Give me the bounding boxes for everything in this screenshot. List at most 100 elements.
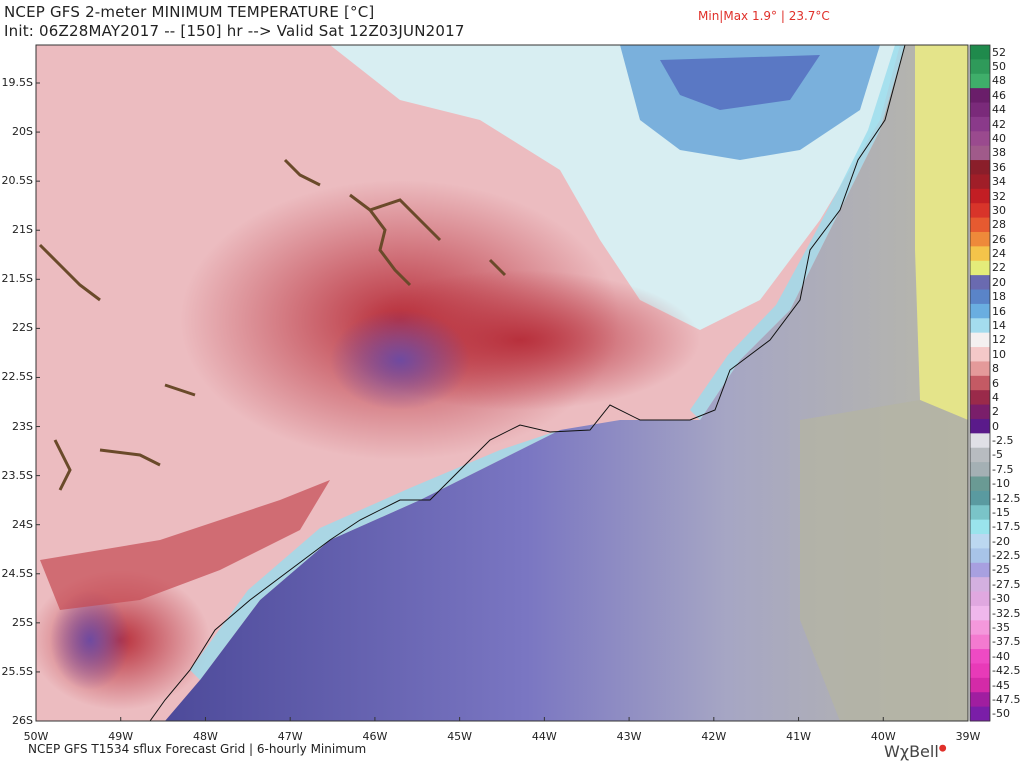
lon-label: 46W bbox=[362, 730, 388, 743]
colorbar-label: 34 bbox=[992, 175, 1006, 189]
colorbar-label: 38 bbox=[992, 146, 1006, 160]
colorbar-swatch bbox=[970, 663, 990, 679]
colorbar-swatch bbox=[970, 231, 990, 247]
reservoir-northwest bbox=[283, 158, 321, 187]
reservoir-north bbox=[349, 193, 442, 287]
colorbar-label: 22 bbox=[992, 261, 1006, 275]
colorbar-swatch bbox=[970, 390, 990, 406]
lat-label: 24S bbox=[12, 517, 33, 531]
lon-label: 40W bbox=[870, 730, 896, 743]
colorbar-swatch bbox=[970, 476, 990, 492]
lon-label: 49W bbox=[108, 730, 134, 743]
lat-label: 25S bbox=[12, 615, 33, 629]
colorbar-swatch bbox=[970, 591, 990, 607]
purple-cell-center bbox=[330, 310, 470, 410]
colorbar-label: -15 bbox=[992, 505, 1010, 519]
colorbar-swatch bbox=[970, 462, 990, 477]
colorbar-swatch bbox=[970, 145, 990, 161]
min-max-readout: Min|Max 1.9° | 23.7°C bbox=[698, 9, 830, 23]
lat-label: 26S bbox=[12, 714, 33, 727]
lon-label: 44W bbox=[531, 730, 557, 743]
colorbar-label: 6 bbox=[992, 376, 999, 390]
colorbar-swatch bbox=[970, 332, 990, 348]
colorbar-label: 12 bbox=[992, 333, 1006, 347]
colorbar-label: -12.5 bbox=[992, 491, 1021, 505]
colorbar-label: -25 bbox=[992, 563, 1010, 577]
lat-label: 24.5S bbox=[1, 566, 33, 580]
reservoir-west bbox=[38, 243, 101, 302]
init-valid-line: Init: 06Z28MAY2017 -- [150] hr --> Valid… bbox=[4, 22, 465, 40]
lat-label: 23.5S bbox=[1, 468, 33, 482]
colorbar-label: 0 bbox=[992, 419, 999, 433]
colorbar-label: -40 bbox=[992, 649, 1010, 663]
colorbar-label: 36 bbox=[992, 160, 1006, 174]
colorbar-swatch bbox=[970, 404, 990, 420]
map-title: NCEP GFS 2-meter MINIMUM TEMPERATURE [°C… bbox=[4, 3, 375, 21]
lat-label: 19.5S bbox=[1, 76, 33, 89]
colorbar-label: 42 bbox=[992, 117, 1006, 131]
colorbar-label: -17.5 bbox=[992, 520, 1021, 534]
lon-label: 45W bbox=[447, 730, 473, 743]
colorbar-label: 26 bbox=[992, 232, 1006, 246]
colorbar-swatch bbox=[970, 548, 990, 564]
colorbar-swatch bbox=[970, 706, 990, 722]
colorbar-swatch bbox=[970, 620, 990, 636]
colorbar-swatch bbox=[970, 45, 990, 60]
colorbar-swatch bbox=[970, 160, 990, 175]
colorbar-swatch bbox=[970, 519, 990, 535]
colorbar-swatch bbox=[970, 505, 990, 521]
colorbar-swatch bbox=[970, 275, 990, 291]
colorbar-label: 2 bbox=[992, 405, 999, 419]
colorbar-frame bbox=[969, 44, 991, 722]
colorbar-swatch bbox=[970, 634, 990, 650]
colorbar-label: -7.5 bbox=[992, 462, 1014, 476]
lat-label: 25.5S bbox=[1, 664, 33, 678]
reservoir-small bbox=[164, 383, 196, 397]
lat-label: 20.5S bbox=[1, 174, 33, 188]
colorbar-label: -5 bbox=[992, 448, 1003, 462]
colorbar-label: 32 bbox=[992, 189, 1006, 203]
colorbar-label: 20 bbox=[992, 275, 1006, 289]
colorbar-swatch bbox=[970, 361, 990, 377]
colorbar-swatch bbox=[970, 203, 990, 219]
colorbar-label: 46 bbox=[992, 88, 1006, 102]
lat-label: 22.5S bbox=[1, 370, 33, 384]
colorbar-swatch bbox=[970, 347, 990, 362]
colorbar-label: -22.5 bbox=[992, 549, 1021, 563]
colorbar-swatch bbox=[970, 303, 990, 319]
colorbar-label: 16 bbox=[992, 304, 1006, 318]
coastal-fringe-northeast bbox=[690, 45, 905, 420]
lat-label: 23S bbox=[12, 419, 33, 433]
colorbar-label: -35 bbox=[992, 621, 1010, 634]
reservoir-east bbox=[488, 258, 507, 277]
lat-label: 22S bbox=[12, 321, 33, 335]
colorbar-label: 24 bbox=[992, 247, 1006, 261]
reservoir-southwest bbox=[53, 439, 161, 491]
colorbar-label: -10 bbox=[992, 477, 1010, 491]
colorbar-swatch bbox=[970, 88, 990, 104]
colorbar-label: 28 bbox=[992, 218, 1006, 232]
colorbar-label: 40 bbox=[992, 131, 1006, 145]
colorbar-swatch bbox=[970, 174, 990, 190]
colorbar-swatch bbox=[970, 562, 990, 578]
brand-logo: WχBell● bbox=[884, 742, 947, 761]
colorbar-label: 14 bbox=[992, 318, 1006, 332]
colorbar-label: 10 bbox=[992, 347, 1006, 361]
colorbar-label: -42.5 bbox=[992, 664, 1021, 678]
colorbar-swatch bbox=[970, 217, 990, 233]
lat-label: 20S bbox=[12, 125, 33, 139]
colorbar-swatch bbox=[970, 534, 990, 549]
colorbar-label: 8 bbox=[992, 362, 999, 376]
colorbar-label: 4 bbox=[992, 390, 999, 404]
colorbar-swatch bbox=[970, 73, 990, 89]
offshore-gray-zone bbox=[800, 400, 968, 721]
colorbar-swatch bbox=[970, 260, 990, 276]
axis-ticks bbox=[35, 82, 969, 722]
colorbar-swatch bbox=[970, 605, 990, 621]
colorbar-swatch bbox=[970, 649, 990, 664]
lon-label: 50W bbox=[23, 730, 49, 743]
colorbar-swatch bbox=[970, 490, 990, 506]
map-frame bbox=[35, 44, 969, 722]
colorbar bbox=[970, 45, 990, 722]
colorbar-swatch bbox=[970, 418, 990, 434]
